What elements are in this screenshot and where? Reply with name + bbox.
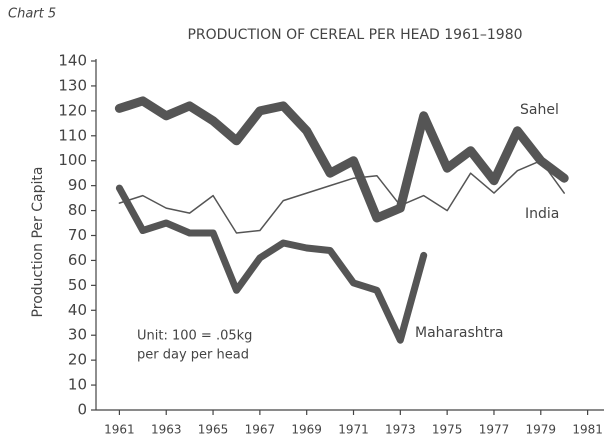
y-tick-label: 40 xyxy=(68,301,87,319)
annotation: Unit: 100 = .05kg xyxy=(137,329,252,344)
y-tick-label: 90 xyxy=(68,176,87,194)
series-line xyxy=(115,184,428,344)
y-tick-label: 70 xyxy=(68,226,87,244)
y-tick-label: 10 xyxy=(68,376,87,394)
y-tick-label: 30 xyxy=(68,326,87,344)
y-tick-label: 50 xyxy=(68,276,87,294)
series-label: India xyxy=(525,206,559,222)
y-tick-label: 0 xyxy=(77,401,87,419)
series-line xyxy=(118,159,565,234)
series-line xyxy=(114,96,569,223)
x-tick-label: 1969 xyxy=(291,423,322,437)
series-label: Sahel xyxy=(520,102,559,118)
x-tick-label: 1961 xyxy=(104,423,135,437)
y-tick-label: 130 xyxy=(58,76,87,94)
x-tick-label: 1967 xyxy=(245,423,276,437)
x-tick-label: 1963 xyxy=(151,423,182,437)
x-tick-label: 1979 xyxy=(526,423,557,437)
annotation: per day per head xyxy=(137,348,249,363)
chart-label: Chart 5 xyxy=(8,7,56,22)
series-label: Maharashtra xyxy=(415,325,503,341)
y-tick-label: 20 xyxy=(68,351,87,369)
y-tick-label: 140 xyxy=(58,52,87,70)
chart-title: PRODUCTION OF CEREAL PER HEAD 1961–1980 xyxy=(187,27,522,43)
y-tick-label: 110 xyxy=(58,126,87,144)
x-tick-label: 1971 xyxy=(338,423,369,437)
y-tick-label: 60 xyxy=(68,251,87,269)
y-tick-label: 100 xyxy=(58,151,87,169)
y-tick-label: 80 xyxy=(68,201,87,219)
x-tick-label: 1965 xyxy=(198,423,229,437)
x-tick-label: 1977 xyxy=(479,423,510,437)
y-tick-label: 120 xyxy=(58,101,87,119)
x-tick-label: 1973 xyxy=(385,423,416,437)
y-axis-label: Production Per Capita xyxy=(30,167,46,318)
x-tick-label: 1981 xyxy=(572,423,603,437)
x-tick-label: 1975 xyxy=(432,423,463,437)
